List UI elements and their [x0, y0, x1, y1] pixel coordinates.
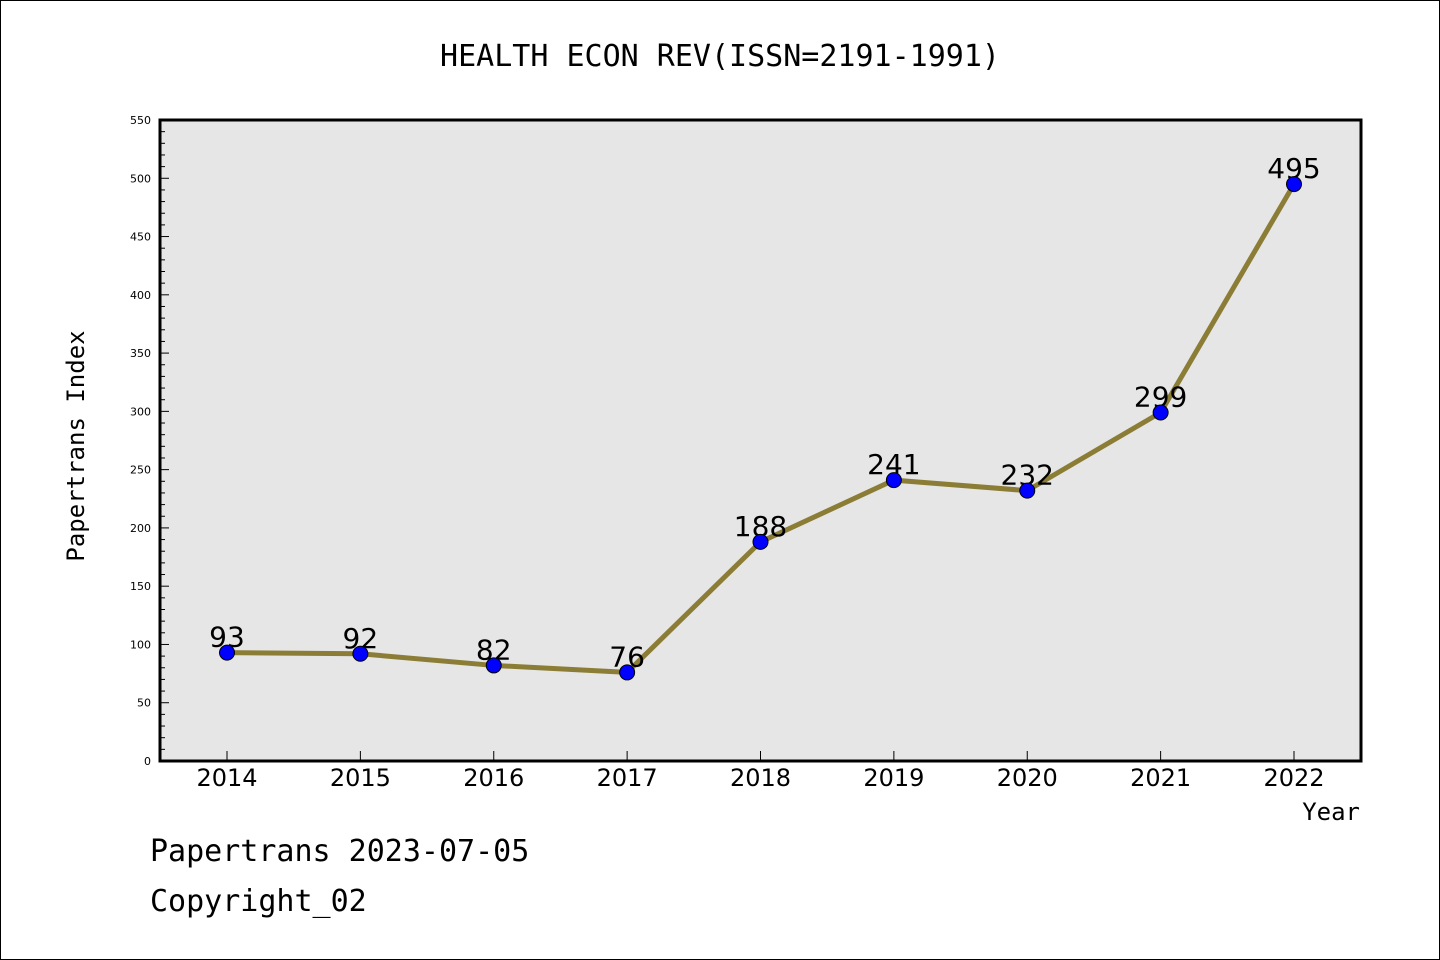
chart-title: HEALTH ECON REV(ISSN=2191-1991) — [440, 39, 1000, 74]
x-tick-label: 2016 — [463, 764, 524, 792]
y-tick-label: 350 — [130, 347, 151, 360]
x-tick-label: 2019 — [863, 764, 924, 792]
data-point — [352, 645, 369, 662]
y-tick-label: 0 — [144, 755, 151, 768]
data-point — [752, 533, 769, 550]
data-point — [619, 664, 636, 681]
x-tick-label: 2022 — [1263, 764, 1324, 792]
y-tick-label: 300 — [130, 405, 151, 418]
y-tick-label: 100 — [130, 638, 151, 651]
plot-area — [158, 118, 1363, 763]
data-point — [885, 472, 902, 489]
data-point — [1286, 176, 1302, 193]
y-axis: 0 50 100 150 200 250 300 350 400 450 500 550 — [130, 114, 169, 768]
data-markers — [219, 176, 1302, 681]
y-tick-label: 250 — [130, 464, 151, 477]
x-tick-label: 2015 — [330, 764, 391, 792]
y-tick-label: 550 — [130, 114, 151, 127]
footer-copyright: Copyright_02 — [150, 884, 367, 919]
y-tick-label: 150 — [130, 580, 151, 593]
y-tick-label: 50 — [137, 697, 151, 710]
x-tick-label: 2014 — [196, 764, 257, 792]
y-tick-label: 400 — [130, 289, 151, 302]
y-tick-label: 200 — [130, 522, 151, 535]
footer-date: Papertrans 2023-07-05 — [150, 834, 530, 869]
y-tick-label: 450 — [130, 231, 151, 244]
data-point — [219, 644, 235, 661]
y-tick-label: 500 — [130, 172, 151, 185]
data-point — [1152, 404, 1169, 421]
x-tick-label: 2017 — [597, 764, 658, 792]
x-tick-label: 2021 — [1130, 764, 1191, 792]
data-point — [1019, 482, 1036, 499]
x-tick-label: 2020 — [997, 764, 1058, 792]
x-tick-label: 2018 — [730, 764, 791, 792]
x-axis-label: Year — [1302, 798, 1360, 826]
x-axis: 2014 2015 2016 2017 2018 2019 2020 2021 2022 — [196, 751, 1325, 792]
y-axis-label: Papertrans Index — [62, 330, 90, 561]
data-point — [485, 657, 502, 674]
